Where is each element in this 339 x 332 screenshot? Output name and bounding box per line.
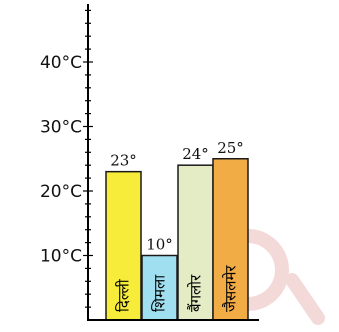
bar-value-label: 10° bbox=[146, 236, 173, 254]
y-tick-label: 10°C bbox=[40, 247, 82, 267]
bar bbox=[141, 254, 178, 321]
bar-category-label: बैंगलोर bbox=[187, 274, 205, 312]
y-tick-label: 20°C bbox=[40, 182, 82, 202]
bar-value-label: 25° bbox=[217, 139, 244, 157]
bar-category-label: दिल्ली bbox=[115, 278, 133, 312]
bar-category-label: शिमला bbox=[151, 274, 169, 312]
bar-value-label: 24° bbox=[182, 145, 209, 163]
bar bbox=[212, 158, 249, 321]
y-axis-tick-labels: 10°C 20°C 30°C 40°C bbox=[40, 53, 82, 267]
y-tick-label: 40°C bbox=[40, 53, 82, 73]
y-tick-label: 30°C bbox=[40, 118, 82, 138]
value-labels: 23° 10° 24° 25° bbox=[110, 139, 244, 254]
bar-category-labels: दिल्ली शिमला बैंगलोर जैसलमेर bbox=[115, 265, 240, 312]
bar-value-label: 23° bbox=[110, 152, 137, 170]
bar-category-label: जैसलमेर bbox=[222, 265, 240, 312]
